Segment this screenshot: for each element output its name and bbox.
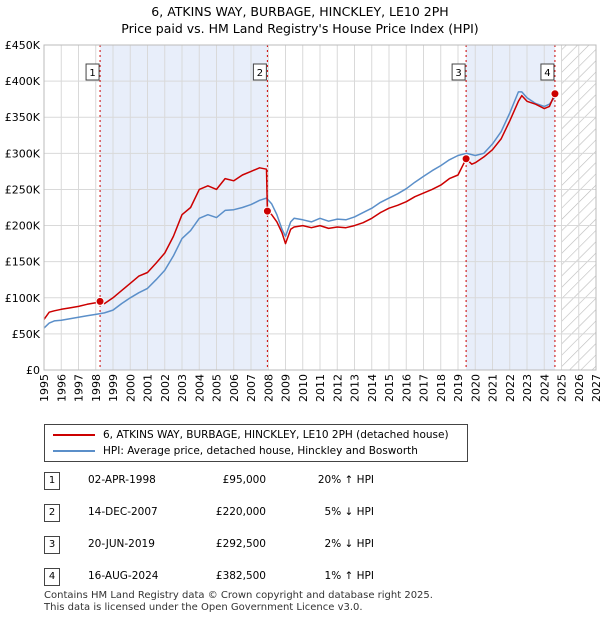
x-tick-label: 2006 [228, 374, 241, 402]
x-tick-label: 2013 [349, 374, 362, 402]
sale-number-badge: 4 [44, 568, 60, 586]
sale-point [550, 89, 560, 99]
y-tick-label: £150K [5, 256, 41, 269]
y-tick-label: £200K [5, 220, 41, 233]
sale-price: £292,500 [215, 538, 266, 550]
sale-price: £220,000 [215, 506, 266, 518]
sale-number-badge: 2 [44, 504, 60, 522]
sale-label: 3 [455, 68, 461, 79]
sale-hpi-delta: 5% ↓ HPI [324, 506, 374, 518]
table-row: 3 20-JUN-2019 £292,500 2% ↓ HPI [44, 536, 600, 556]
x-tick-label: 2015 [383, 374, 396, 402]
x-tick-label: 2008 [262, 374, 275, 402]
sale-date: 16-AUG-2024 [88, 570, 159, 582]
x-tick-label: 2017 [418, 374, 431, 402]
x-tick-label: 2021 [487, 374, 500, 402]
sale-label-box [85, 63, 100, 81]
x-tick-label: 2024 [538, 374, 551, 402]
sale-date: 20-JUN-2019 [88, 538, 155, 550]
legend-entry-hpi: HPI: Average price, detached house, Hinc… [53, 443, 418, 459]
sale-point [95, 296, 105, 306]
x-tick-label: 2027 [590, 374, 600, 402]
y-tick-label: £50K [12, 328, 41, 341]
sale-label: 4 [544, 68, 550, 79]
table-row: 4 16-AUG-2024 £382,500 1% ↑ HPI [44, 568, 600, 588]
sale-hpi-delta: 1% ↑ HPI [324, 570, 374, 582]
x-tick-label: 2020 [469, 374, 482, 402]
legend-label-hpi: HPI: Average price, detached house, Hinc… [103, 445, 418, 457]
x-tick-label: 1998 [90, 374, 103, 402]
x-tick-label: 2010 [297, 374, 310, 402]
footer-copyright: Contains HM Land Registry data © Crown c… [44, 590, 433, 601]
chart-title: 6, ATKINS WAY, BURBAGE, HINCKLEY, LE10 2… [151, 4, 449, 19]
x-tick-label: 2011 [314, 374, 327, 402]
y-tick-label: £0 [26, 364, 40, 377]
x-tick-label: 2019 [452, 374, 465, 402]
shaded-period-2 [466, 45, 555, 370]
legend-label-property: 6, ATKINS WAY, BURBAGE, HINCKLEY, LE10 2… [103, 429, 449, 441]
x-tick-label: 2003 [176, 374, 189, 402]
x-tick-label: 2002 [159, 374, 172, 402]
x-tick-label: 2025 [556, 374, 569, 402]
sale-date: 02-APR-1998 [88, 474, 156, 486]
x-tick-label: 2026 [573, 374, 586, 402]
y-tick-label: £250K [5, 183, 41, 196]
y-tick-label: £400K [5, 75, 41, 88]
x-tick-label: 2004 [193, 374, 206, 402]
sale-hpi-delta: 2% ↓ HPI [324, 538, 374, 550]
x-tick-label: 2009 [280, 374, 293, 402]
sale-point [461, 154, 471, 164]
x-tick-label: 2022 [504, 374, 517, 402]
property-price-line [43, 91, 559, 320]
sale-label-box [252, 63, 267, 81]
x-tick-label: 2001 [142, 374, 155, 402]
sale-label: 2 [257, 68, 263, 79]
x-tick-label: 2000 [124, 374, 137, 402]
x-tick-label: 2007 [245, 374, 258, 402]
legend-swatch-property [53, 434, 95, 436]
y-tick-label: £350K [5, 111, 41, 124]
x-tick-label: 2023 [521, 374, 534, 402]
sale-number-badge: 1 [44, 472, 60, 490]
footer-licence: This data is licensed under the Open Gov… [44, 602, 363, 613]
x-tick-label: 2014 [366, 374, 379, 402]
sale-point [262, 206, 272, 216]
footer: Contains HM Land Registry data © Crown c… [44, 590, 433, 614]
sale-label-box [451, 63, 466, 81]
y-tick-label: £100K [5, 292, 41, 305]
legend: 6, ATKINS WAY, BURBAGE, HINCKLEY, LE10 2… [44, 424, 468, 462]
x-tick-label: 2018 [435, 374, 448, 402]
hpi-line [43, 91, 559, 329]
legend-entry-property: 6, ATKINS WAY, BURBAGE, HINCKLEY, LE10 2… [53, 427, 449, 443]
plot-frame [43, 44, 597, 371]
x-tick-label: 1997 [73, 374, 86, 402]
table-row: 2 14-DEC-2007 £220,000 5% ↓ HPI [44, 504, 600, 524]
x-tick-label: 2012 [331, 374, 344, 402]
y-tick-label: £450K [5, 39, 41, 52]
sale-hpi-delta: 20% ↑ HPI [317, 474, 374, 486]
sale-date: 14-DEC-2007 [88, 506, 158, 518]
x-tick-label: 1995 [38, 374, 51, 402]
x-tick-label: 1996 [55, 374, 68, 402]
x-tick-label: 2005 [211, 374, 224, 402]
chart: 1 2 3 4 £0 £50K £100K £150K £200K £250K £300K £350… [5, 39, 600, 402]
sale-number-badge: 3 [44, 536, 60, 554]
sale-price: £95,000 [222, 474, 266, 486]
x-tick-label: 2016 [400, 374, 413, 402]
legend-swatch-hpi [53, 450, 95, 452]
table-row: 1 02-APR-1998 £95,000 20% ↑ HPI [44, 472, 600, 492]
chart-subtitle: Price paid vs. HM Land Registry's House … [121, 21, 479, 36]
y-tick-label: £300K [5, 147, 41, 160]
sale-label: 1 [89, 68, 95, 79]
sale-label-box [540, 63, 555, 81]
sale-price: £382,500 [215, 570, 266, 582]
x-tick-label: 1999 [107, 374, 120, 402]
